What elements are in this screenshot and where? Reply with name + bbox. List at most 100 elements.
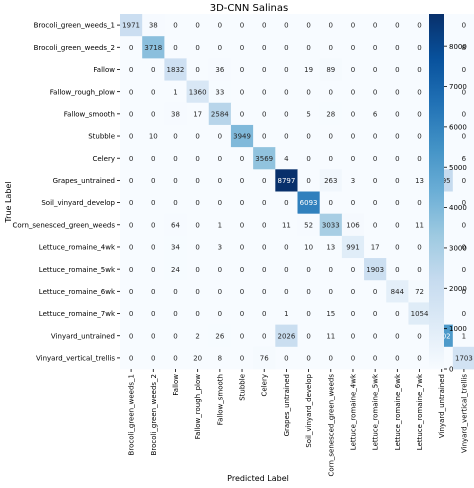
cell-value-label: 0 (195, 177, 199, 185)
cell-value-label: 0 (173, 199, 177, 207)
cell-value-label: 0 (351, 133, 355, 141)
cell-value-label: 0 (218, 44, 222, 52)
heatmap-cell (364, 58, 387, 81)
heatmap-cell (186, 147, 210, 170)
cell-value-label: 0 (395, 66, 399, 74)
heatmap-cell (297, 213, 321, 237)
cell-value-label: 64 (171, 221, 180, 229)
cell-value-label: 15 (326, 310, 335, 318)
heatmap-cell (164, 102, 187, 126)
heatmap-cell (341, 213, 365, 237)
cell-value-label: 0 (129, 266, 133, 274)
cell-value-label: 0 (373, 310, 377, 318)
heatmap-cell (319, 235, 343, 259)
heatmap-cell (297, 80, 321, 104)
cell-value-label: 0 (151, 110, 155, 118)
cell-value-label: 0 (262, 22, 266, 30)
heatmap-cell (452, 213, 474, 237)
cell-value-label: 0 (373, 177, 377, 185)
y-tick-labels: Brocoli_green_weeds_1 Brocoli_green_weeds… (13, 22, 120, 363)
cell-value-label: 0 (373, 288, 377, 296)
heatmap-cell (275, 124, 298, 148)
heatmap-cell (142, 36, 165, 59)
heatmap-cell (386, 346, 409, 370)
cell-value-label: 6 (462, 155, 467, 163)
heatmap-cell (341, 324, 365, 348)
cell-value-label: 6093 (300, 199, 318, 207)
heatmap-cell (186, 124, 210, 148)
cell-value-label: 0 (240, 221, 244, 229)
heatmap-cell (297, 302, 321, 326)
cell-value-label: 0 (306, 266, 310, 274)
heatmap-cell (341, 280, 365, 303)
cell-value-label: 0 (284, 244, 288, 252)
heatmap-cell (253, 58, 276, 81)
heatmap-cell (341, 102, 365, 126)
heatmap-cell (164, 124, 187, 148)
cell-value-label: 0 (173, 355, 177, 363)
heatmap-cell (120, 147, 143, 170)
cell-value-label: 0 (262, 66, 266, 74)
heatmap-cell (319, 36, 343, 59)
heatmap-cell (452, 36, 474, 59)
heatmap-cell (186, 302, 210, 326)
heatmap-cell (253, 169, 276, 192)
cell-value-label: 0 (262, 44, 266, 52)
cell-value-label: 0 (151, 288, 155, 296)
heatmap-cell (408, 191, 432, 215)
heatmap-cell (164, 213, 187, 237)
cell-value-label: 0 (262, 332, 266, 340)
cell-value-label: 0 (395, 199, 399, 207)
cell-value-label: 2026 (277, 332, 295, 340)
heatmap-cell (408, 36, 432, 59)
cell-value-label: 0 (351, 110, 355, 118)
heatmap-cell (253, 235, 276, 259)
cell-value-label: 11 (415, 221, 424, 229)
cell-value-label: 0 (306, 44, 310, 52)
heatmap-cell (319, 124, 343, 148)
heatmap-cell (230, 213, 254, 237)
heatmap-cell (208, 346, 232, 370)
heatmap-cell (142, 80, 165, 104)
heatmap-cell (275, 235, 298, 259)
heatmap-cell (275, 324, 298, 348)
heatmap-cell (297, 14, 321, 37)
heatmap-cell (297, 235, 321, 259)
cell-value-label: 0 (129, 66, 133, 74)
heatmap-cell (364, 280, 387, 303)
cell-value-label: 0 (129, 288, 133, 296)
cell-value-label: 33 (215, 88, 224, 96)
cell-value-label: 0 (129, 332, 133, 340)
chart-title: 3D-CNN Salinas (210, 3, 289, 14)
cell-value-label: 1832 (167, 66, 185, 74)
heatmap-cell (230, 302, 254, 326)
cell-value-label: 0 (218, 133, 222, 141)
cell-value-label: 0 (129, 155, 133, 163)
heatmap-cell (120, 324, 143, 348)
heatmap-cell (364, 36, 387, 59)
cell-value-label: 0 (151, 355, 155, 363)
cell-value-label: 0 (351, 88, 355, 96)
heatmap-cell (297, 280, 321, 303)
cell-value-label: 0 (129, 133, 133, 141)
cell-value-label: 0 (129, 310, 133, 318)
cell-value-label: 1 (462, 332, 466, 340)
cell-value-label: 0 (195, 155, 199, 163)
heatmap-cell (208, 124, 232, 148)
heatmap-cell (164, 169, 187, 192)
heatmap-cell (120, 280, 143, 303)
heatmap-cell (297, 36, 321, 59)
cell-value-label: 0 (351, 155, 355, 163)
cell-value-label: 0 (218, 155, 222, 163)
cell-value-label: 1054 (411, 310, 429, 318)
heatmap-cell (208, 80, 232, 104)
cell-value-label: 3718 (144, 44, 162, 52)
cell-value-label: 76 (260, 355, 269, 363)
cell-value-label: 2 (195, 332, 199, 340)
cell-value-label: 0 (284, 199, 288, 207)
cell-value-label: 0 (373, 155, 377, 163)
heatmap-cell (120, 235, 143, 259)
heatmap-cell (452, 191, 474, 215)
cell-value-label: 0 (462, 244, 466, 252)
